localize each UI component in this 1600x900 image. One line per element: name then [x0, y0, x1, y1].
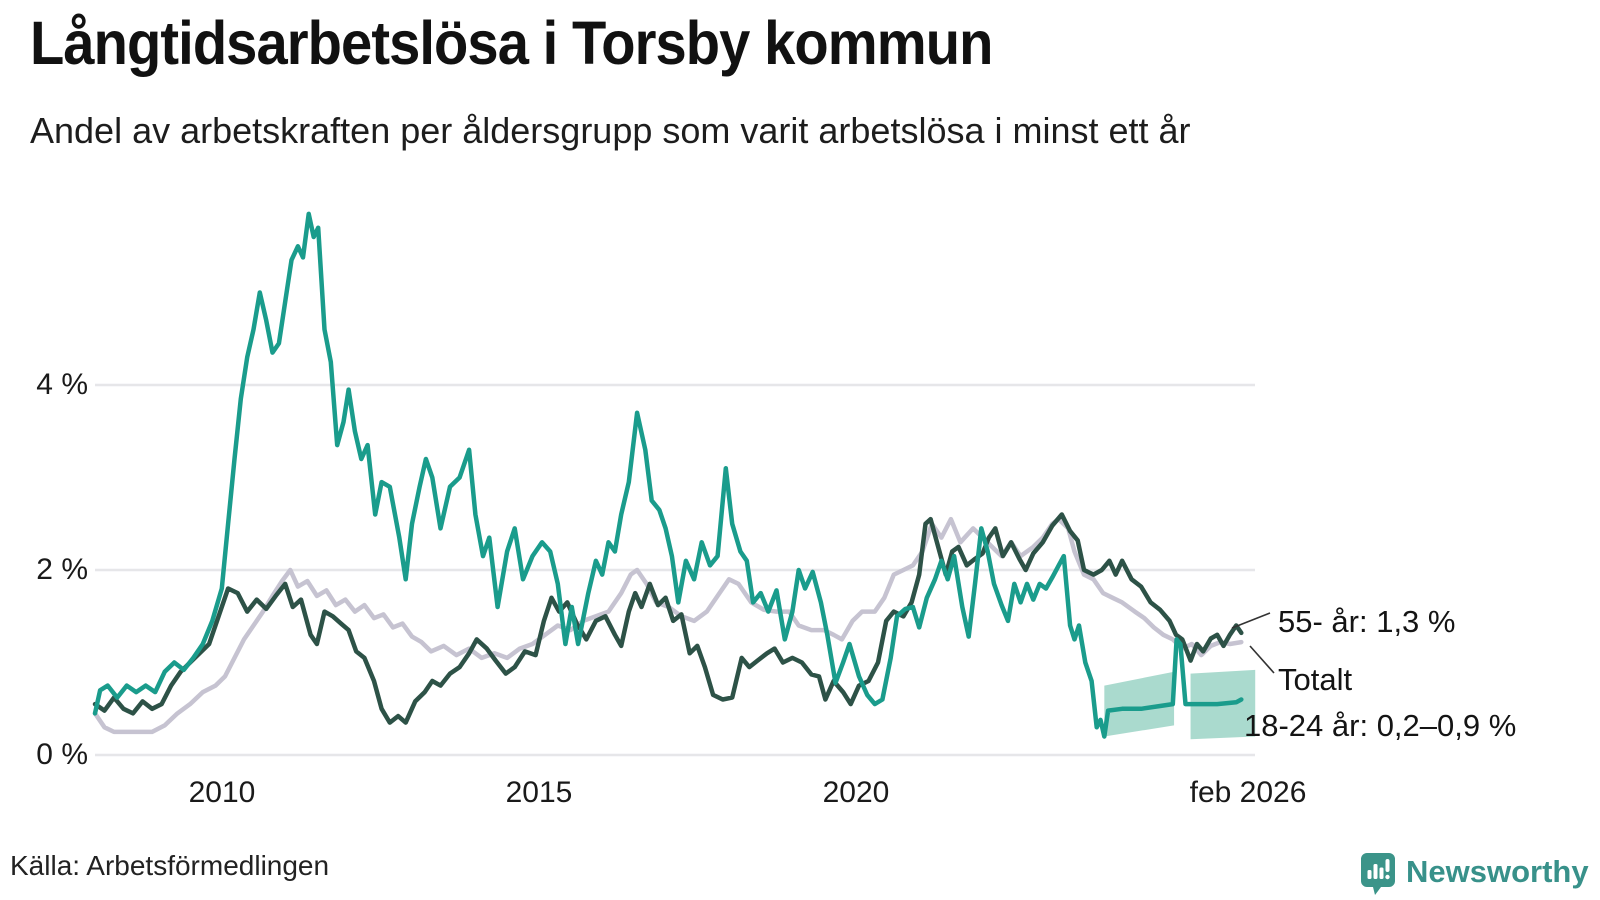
- label-connectors: [1231, 612, 1275, 674]
- x-axis-tick-2015: 2015: [505, 776, 573, 809]
- series-label-18-24: 18-24 år: 0,2–0,9 %: [1244, 708, 1517, 743]
- newsworthy-speech-bubble-icon: [1361, 853, 1395, 895]
- data-series-lines: [92, 211, 1244, 739]
- x-axis-tick-2020: 2020: [822, 776, 890, 809]
- newsworthy-logo: Newsworthy: [1360, 852, 1589, 896]
- x-axis-tick-feb-2026: feb 2026: [1189, 776, 1307, 809]
- connector-total-line: [1249, 645, 1275, 674]
- bar-1: [1367, 870, 1372, 879]
- connector-55-line: [1231, 612, 1271, 629]
- source-note: Källa: Arbetsförmedlingen: [10, 850, 330, 881]
- page-title: Långtidsarbetslösa i Torsby kommun: [30, 9, 993, 77]
- y-axis-tick-0pct: 0 %: [36, 738, 88, 771]
- speech-bubble-shape: [1361, 853, 1395, 895]
- bar-3: [1379, 867, 1384, 879]
- y-axis-tick-4pct: 4 %: [36, 368, 88, 401]
- exclamation-bar: [1385, 859, 1390, 872]
- series-label-totalt: Totalt: [1278, 662, 1353, 697]
- x-axis-tick-2010: 2010: [188, 776, 256, 809]
- y-axis-tick-2pct: 2 %: [36, 553, 88, 586]
- series-line-18-24-r: [92, 211, 1244, 739]
- page-subtitle: Andel av arbetskraften per åldersgrupp s…: [30, 110, 1191, 151]
- series-line-55-r: [92, 512, 1244, 725]
- uncertainty-bands: [1104, 669, 1256, 740]
- bar-2: [1373, 864, 1378, 879]
- uncertainty-band-1: [1104, 671, 1175, 737]
- exclamation-dot: [1385, 874, 1390, 880]
- series-label-55: 55- år: 1,3 %: [1278, 604, 1456, 639]
- brand-name: Newsworthy: [1406, 854, 1589, 889]
